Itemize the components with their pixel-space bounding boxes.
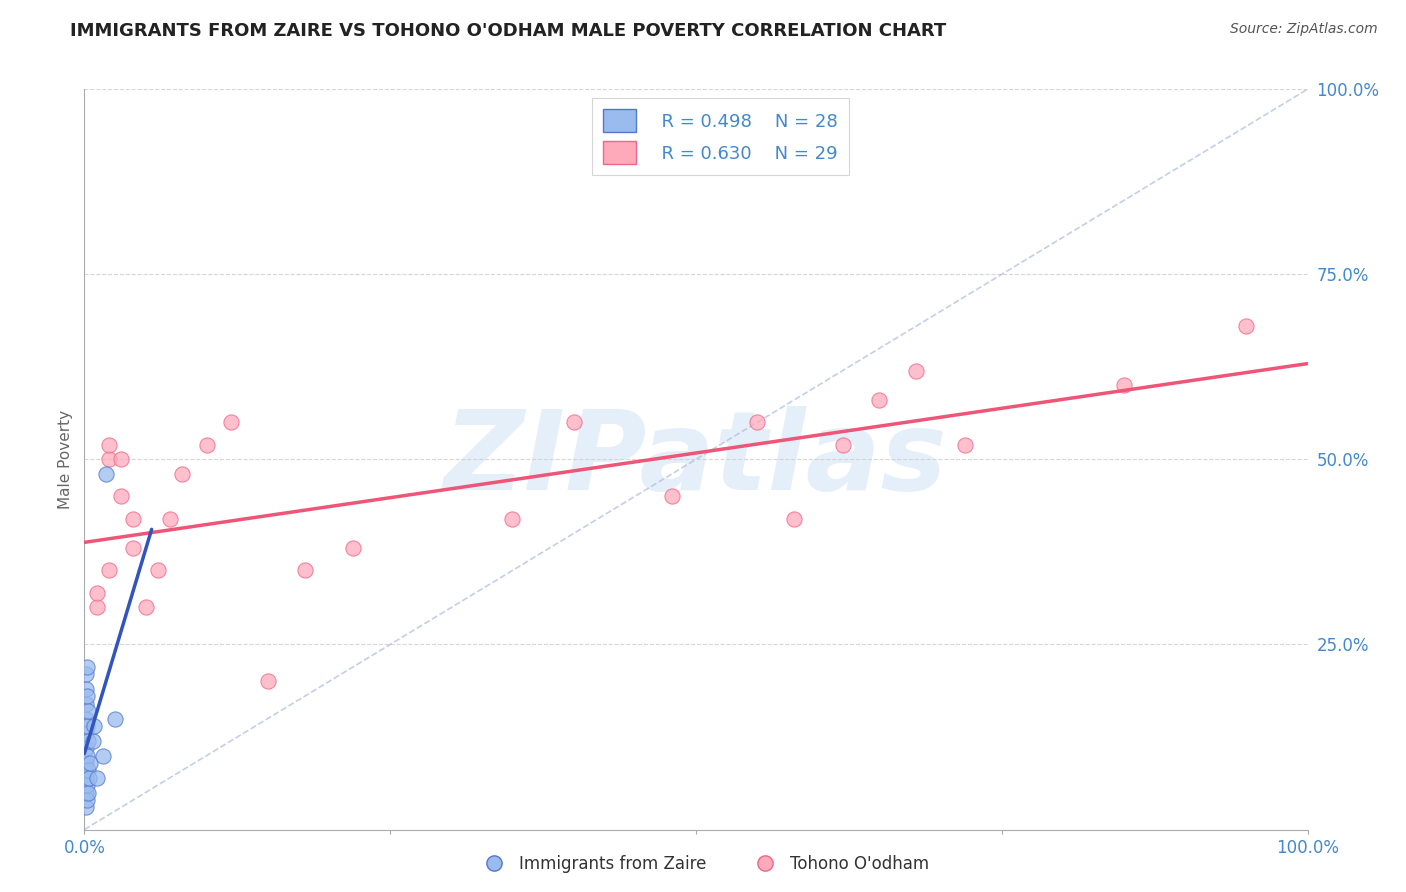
- Point: [75, 741, 97, 756]
- Point: [905, 363, 928, 377]
- Point: [75, 726, 97, 740]
- Point: [77, 764, 100, 778]
- Point: [294, 564, 316, 578]
- Point: [195, 437, 218, 451]
- Point: [76, 748, 98, 763]
- Point: [77, 771, 100, 785]
- Point: [104, 712, 127, 726]
- Point: [76, 690, 98, 704]
- Point: [76, 778, 98, 792]
- Point: [135, 600, 157, 615]
- Point: [661, 489, 683, 503]
- Point: [86, 585, 108, 599]
- Text: ZIPatlas: ZIPatlas: [444, 406, 948, 513]
- Point: [83, 719, 105, 733]
- Point: [747, 415, 769, 429]
- Point: [146, 564, 169, 578]
- Point: [76, 719, 98, 733]
- Point: [79, 756, 101, 770]
- Point: [122, 511, 145, 525]
- Point: [97, 452, 120, 467]
- Point: [953, 437, 976, 451]
- Point: [75, 697, 97, 711]
- Point: [122, 541, 145, 556]
- Point: [110, 489, 132, 503]
- Point: [219, 415, 242, 429]
- Point: [82, 733, 104, 747]
- Text: IMMIGRANTS FROM ZAIRE VS TOHONO O'ODHAM MALE POVERTY CORRELATION CHART: IMMIGRANTS FROM ZAIRE VS TOHONO O'ODHAM …: [70, 22, 946, 40]
- Point: [76, 659, 98, 673]
- Point: [1236, 319, 1258, 334]
- Point: [76, 793, 98, 807]
- Point: [75, 712, 97, 726]
- Point: [75, 667, 97, 681]
- Point: [172, 467, 194, 482]
- Point: [91, 748, 114, 763]
- Y-axis label: Male Poverty: Male Poverty: [58, 409, 73, 509]
- Point: [86, 600, 108, 615]
- Text: Source: ZipAtlas.com: Source: ZipAtlas.com: [1230, 22, 1378, 37]
- Point: [75, 771, 97, 785]
- Point: [96, 467, 118, 482]
- Point: [75, 800, 97, 814]
- Point: [77, 786, 100, 800]
- Point: [831, 437, 853, 451]
- Point: [502, 511, 524, 525]
- Point: [75, 756, 97, 770]
- Point: [257, 674, 280, 689]
- Point: [783, 511, 806, 525]
- Point: [159, 511, 181, 525]
- Legend:   R = 0.498    N = 28,   R = 0.630    N = 29: R = 0.498 N = 28, R = 0.630 N = 29: [592, 98, 849, 176]
- Point: [97, 564, 120, 578]
- Legend: Immigrants from Zaire, Tohono O'odham: Immigrants from Zaire, Tohono O'odham: [471, 848, 935, 880]
- Point: [75, 786, 97, 800]
- Point: [77, 704, 100, 718]
- Point: [75, 681, 97, 696]
- Point: [86, 771, 108, 785]
- Point: [97, 437, 120, 451]
- Point: [1114, 378, 1136, 392]
- Point: [869, 393, 891, 408]
- Point: [77, 733, 100, 747]
- Point: [562, 415, 585, 429]
- Point: [342, 541, 364, 556]
- Point: [110, 452, 132, 467]
